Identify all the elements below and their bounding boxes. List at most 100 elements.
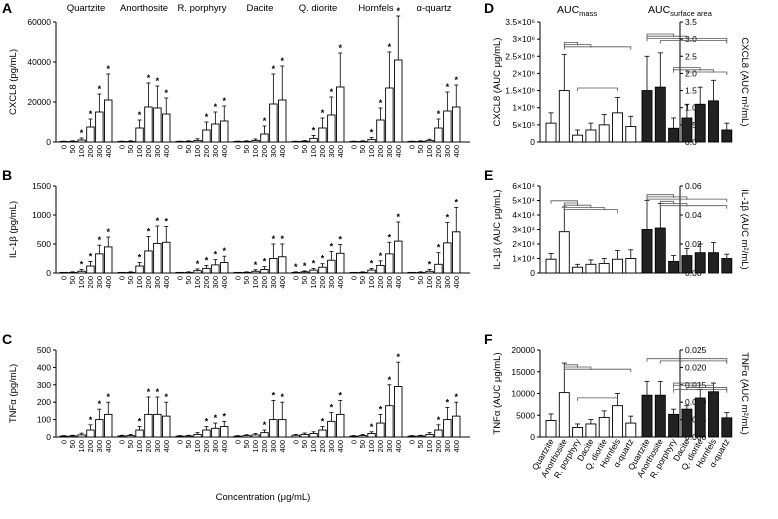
bar-mass-F [572,426,584,438]
x-tick-label-B: 100 [193,276,202,289]
bar-A [251,139,260,143]
x-tick-label-A: 50 [416,145,425,153]
y-tick-label-right-D: 1.5 [685,86,697,96]
y-axis-label-right-D: CXCL8 (AUC m²/mL) [739,37,750,126]
x-tick-label-C: 100 [77,440,86,453]
y-tick-label-left-D: 2×10⁶ [512,68,535,78]
x-tick-label-A: 400 [394,145,403,158]
y-tick-label-left-E: 4×10⁴ [512,210,535,220]
bar-C [367,433,376,438]
x-tick-label-A: 50 [242,145,251,153]
x-tick-label-B: 200 [434,276,443,289]
y-axis-label-C: TNFα (pg/mL) [8,364,19,423]
panel-letter-C: C [2,331,12,347]
mineral-label: Quartzite [67,3,106,14]
significance-star-B: * [454,197,458,207]
significance-bracket-mass-F [563,364,578,368]
bar-mass-F [545,420,557,438]
y-tick-label-right-E: 0.06 [685,181,702,191]
significance-star-B: * [396,212,400,222]
significance-bracket-area-F [646,358,728,362]
bar-area-F [654,394,666,438]
bar-A [318,127,327,143]
bar-C [135,429,144,438]
bar-mass-D [612,112,623,143]
x-tick-label-B: 400 [394,276,403,289]
significance-star-A: * [98,84,102,94]
x-tick-label-C: 100 [367,440,376,453]
significance-star-C: * [338,390,342,400]
x-tick-label-A: 200 [376,145,385,158]
bar-A [269,103,278,143]
x-tick-label-B: 200 [86,276,95,289]
significance-star-C: * [330,403,334,413]
y-tick-label-right-D: 2.0 [685,68,697,78]
x-tick-label-B: 0 [175,276,184,280]
mineral-label: Dacite [247,3,274,14]
bar-area-D [668,127,680,143]
significance-star-A: * [138,110,142,120]
x-tick-label-C: 300 [153,440,162,453]
significance-star-B: * [338,235,342,245]
significance-star-C: * [106,392,110,402]
significance-star-A: * [89,109,93,119]
bar-C [104,413,113,438]
bar-C [358,435,367,438]
x-tick-label-B: 200 [318,276,327,289]
bar-B [278,256,287,274]
x-tick-label-B: 200 [376,276,385,289]
x-tick-label-B: 300 [153,276,162,289]
significance-star-A: * [164,88,168,98]
bar-A [452,106,461,143]
significance-star-C: * [164,392,168,402]
significance-star-A: * [147,73,151,83]
significance-star-B: * [303,261,307,271]
y-tick-label-left-F: 0 [530,432,535,442]
x-tick-label-C: 0 [349,440,358,444]
bar-C [434,429,443,438]
bar-C [407,435,416,438]
bar-area-F [708,391,719,438]
bar-A [443,110,452,143]
significance-bracket-mass-low-D [577,87,618,91]
bar-mass-F [585,423,597,438]
bar-B [242,271,251,274]
mineral-label: Q. diorite [299,3,338,14]
bar-C [349,435,358,438]
significance-bracket-area-E [659,200,674,205]
significance-star-B: * [388,232,392,242]
bar-B [318,266,327,274]
x-tick-label-C: 300 [443,440,452,453]
bar-area-D [681,117,693,143]
bar-C [269,419,278,438]
x-tick-label-C: 50 [242,440,251,448]
bar-C [184,435,193,438]
significance-star-C: * [280,392,284,402]
x-tick-label-B: 0 [117,276,126,280]
bar-area-E [668,260,680,274]
significance-star-C: * [205,417,209,427]
bar-B [394,240,403,274]
significance-bracket-mass-E [563,204,592,209]
x-tick-label-B: 300 [211,276,220,289]
x-tick-label-B: 100 [425,276,434,289]
significance-bracket-area-low-D [673,69,714,73]
y-tick-label-B: 1500 [32,181,51,191]
x-tick-label-B: 300 [327,276,336,289]
y-tick-label-left-E: 5×10⁴ [512,196,535,206]
significance-star-B: * [205,255,209,265]
significance-star-B: * [294,262,298,272]
x-tick-label-C: 0 [291,440,300,444]
x-tick-label-C: 100 [425,440,434,453]
significance-star-B: * [214,250,218,260]
x-tick-label-A: 100 [193,145,202,158]
bar-area-F [694,397,706,438]
significance-bracket-area-low-F [673,382,701,387]
x-tick-label-A: 300 [269,145,278,158]
y-tick-label-right-D: 2.5 [685,51,697,61]
bar-A [153,107,162,143]
y-tick-label-C: 100 [37,415,51,425]
x-tick-label-A: 50 [184,145,193,153]
x-tick-label-B: 300 [269,276,278,289]
bar-A [278,99,287,143]
